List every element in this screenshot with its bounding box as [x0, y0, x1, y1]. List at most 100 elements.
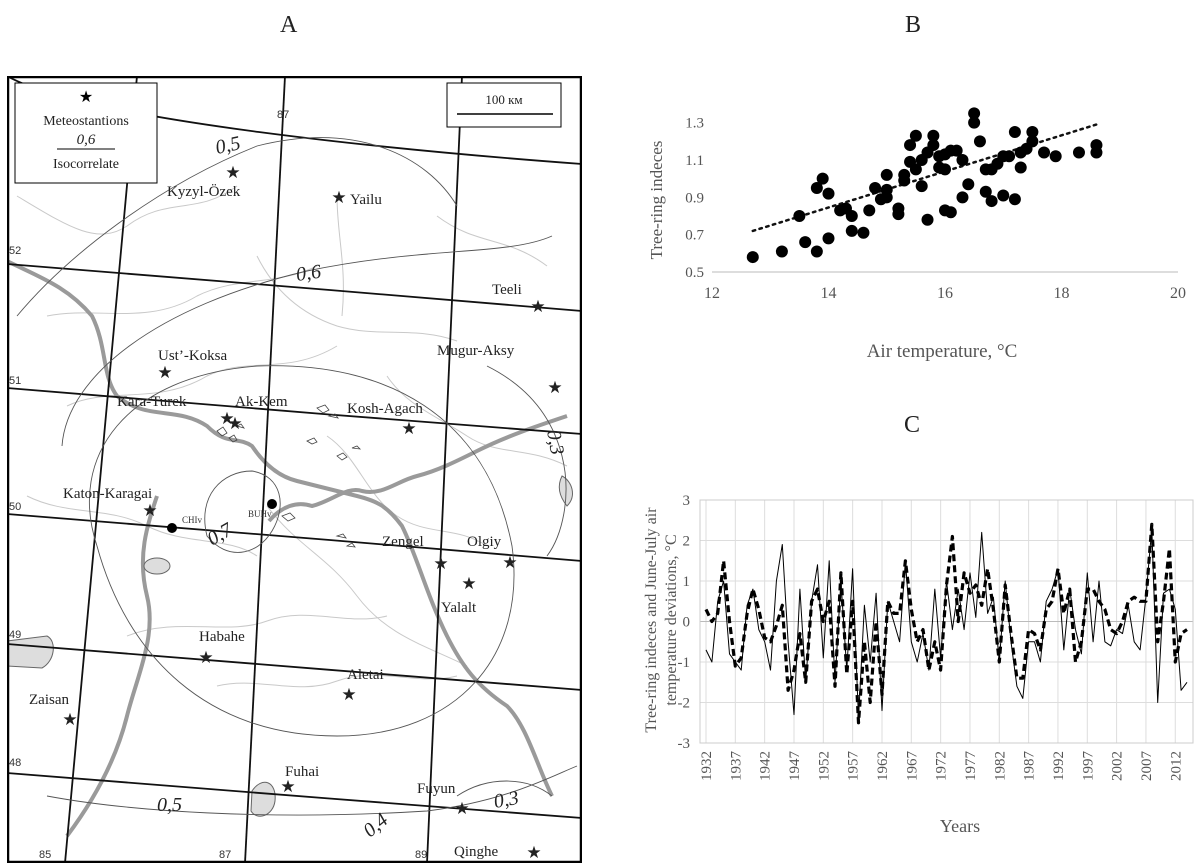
station-teeli: ★ Teeli [492, 282, 546, 316]
isoline-label: 0,6 [295, 261, 323, 286]
y-axis-label: Tree-ring indeces [647, 141, 666, 260]
data-point [973, 135, 986, 148]
data-point [1090, 139, 1103, 152]
scale-label: 100 км [485, 92, 522, 107]
station-olgiy: ★Olgiy [467, 534, 518, 572]
data-point [927, 139, 940, 152]
grid-label-lat-51: 51 [9, 375, 21, 387]
station-kyzyl-ozek: ★Kyzyl-Özek [167, 163, 241, 200]
x-tick-label: 1947 [787, 751, 803, 782]
station-qinghe: ★ Qinghe [454, 843, 542, 862]
series-line-thick-dashed [704, 522, 1188, 725]
y-axis-label-line-1: Tree-ring indeces and June-July air [643, 507, 660, 733]
panel-letter-c: C [904, 412, 921, 438]
data-point [939, 163, 951, 176]
station-mugur-aksy: ★ Mugur-Aksy [437, 343, 563, 397]
grid-label-top-87: 87 [277, 109, 289, 121]
isoline-label: 0,5 [157, 794, 182, 816]
data-point [816, 172, 829, 185]
data-point [956, 154, 969, 166]
x-tick-label: 1982 [992, 751, 1008, 781]
data-point [1072, 146, 1085, 159]
data-point [898, 174, 911, 187]
data-point [857, 226, 870, 239]
map-panel: 87 52 51 50 49 48 85 87 89 0,5 0,6 0,3 0… [7, 76, 582, 863]
station-label: Habahe [199, 629, 245, 645]
grid-label-lon-87: 87 [219, 849, 231, 861]
trendline [751, 123, 1098, 233]
x-tick-label: 2007 [1139, 751, 1155, 782]
x-tick-label: 12 [704, 285, 720, 302]
data-point [1038, 146, 1051, 159]
y-tick-label: 2 [683, 534, 691, 550]
data-point [1008, 193, 1021, 206]
series-line-thin-solid [705, 527, 1188, 720]
station-label: Yailu [350, 192, 382, 208]
star-icon: ★ [530, 297, 545, 316]
isoline-label: 0,5 [213, 132, 242, 159]
legend-star-icon: ★ [79, 89, 93, 106]
map-scale-bar: 100 км [446, 82, 562, 128]
station-fuhai: ★Fuhai [280, 764, 319, 796]
station-label: Fuhai [285, 764, 319, 780]
data-point [810, 245, 823, 258]
plot-frame [699, 499, 1194, 744]
data-point [880, 168, 893, 181]
data-point [822, 232, 835, 245]
x-tick-label: 1957 [846, 751, 862, 782]
legend-iso-value: 0,6 [77, 132, 96, 148]
x-tick-label: 16 [937, 285, 953, 302]
station-label: Yalalt [441, 600, 477, 616]
star-icon: ★ [461, 574, 476, 593]
station-yailu: ★ Yailu [331, 188, 382, 208]
lake [143, 557, 171, 575]
station-ak-kem: ★ Ak-Kem [227, 394, 287, 433]
data-point [869, 182, 882, 194]
station-label: Mugur-Aksy [437, 343, 515, 359]
station-label: Kyzyl-Özek [167, 183, 241, 200]
legend-iso-label: Isocorrelate [53, 157, 119, 172]
data-point [950, 144, 963, 157]
data-point [1049, 150, 1062, 163]
data-point [892, 208, 905, 221]
x-tick-label: 1987 [1022, 751, 1038, 782]
data-point [904, 139, 917, 152]
data-point [1003, 150, 1016, 163]
panel-letter-b: B [905, 12, 922, 38]
x-tick-label: 2002 [1110, 751, 1126, 781]
data-point [863, 204, 876, 217]
x-tick-label: 1942 [758, 751, 774, 781]
y-tick-label: -2 [678, 696, 691, 712]
star-icon: ★ [219, 409, 234, 428]
station-yalalt: ★ Yalalt [441, 574, 477, 616]
x-tick-label: 2012 [1168, 751, 1184, 781]
star-icon: ★ [547, 378, 562, 397]
y-axis-label-line-2: temperature deviations, °C [663, 534, 680, 705]
y-tick-label: 1.1 [685, 153, 704, 169]
star-icon: ★ [401, 419, 416, 438]
station-zaisan: ★ Zaisan [29, 692, 78, 729]
scatter-chart: 0.5 0.7 0.9 1.1 1.3 12 14 16 18 20 Air temperatur… [647, 107, 1186, 362]
x-tick-label: 1977 [963, 751, 979, 782]
site-dot [267, 499, 277, 509]
star-icon: ★ [62, 710, 77, 729]
star-icon: ★ [227, 414, 242, 433]
station-label: Ust’-Koksa [158, 348, 227, 364]
y-tick-label: 0.7 [685, 228, 704, 244]
legend-stations-label: Meteostantions [43, 114, 129, 129]
station-zengel: ★ Zengel [382, 534, 449, 573]
data-point [985, 195, 998, 208]
x-tick-label: 20 [1170, 285, 1186, 302]
line-chart: 3 2 1 0 -1 -2 -3 1932 1937 1942 1947 1952 1957 1962 19… [643, 493, 1194, 836]
map-legend: ★ Meteostantions 0,6 Isocorrelate [14, 82, 158, 184]
data-point [921, 213, 934, 226]
grid-label-lat-49: 49 [9, 629, 21, 641]
y-tick-label: 0.5 [685, 265, 704, 281]
x-tick-label: 1967 [904, 751, 920, 782]
data-point [927, 129, 940, 142]
x-tick-label: 1962 [875, 751, 891, 781]
data-point [1026, 126, 1039, 138]
x-tick-label: 1997 [1080, 751, 1096, 782]
data-point [1026, 135, 1039, 148]
data-point [775, 245, 788, 258]
